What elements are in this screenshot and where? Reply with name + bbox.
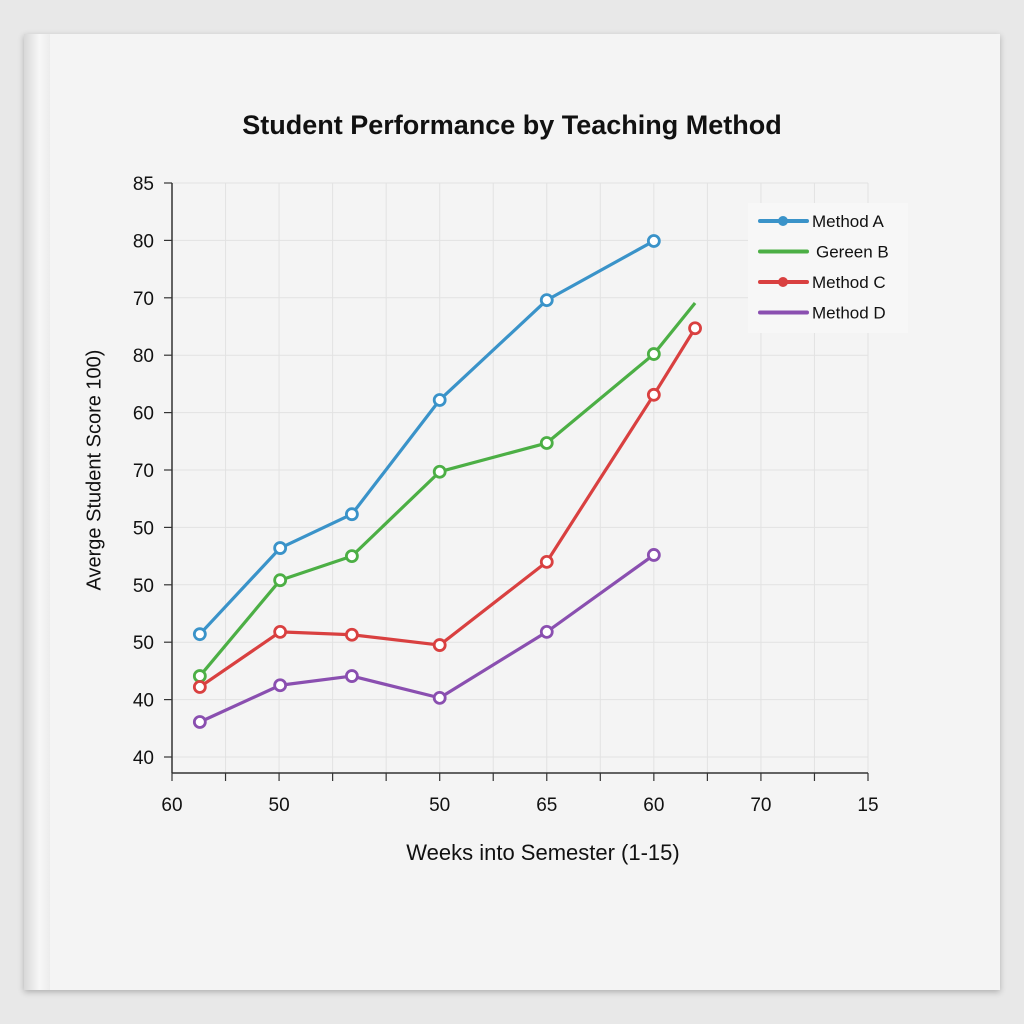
legend-label: Gereen B	[816, 243, 889, 262]
data-point	[432, 393, 447, 407]
data-point	[432, 690, 447, 705]
y-tick-label: 80	[133, 346, 154, 367]
y-tick-label: 80	[133, 231, 154, 252]
data-point	[539, 554, 554, 569]
data-point	[432, 464, 447, 479]
data-point	[646, 548, 661, 562]
legend: Method A Gereen B Method C Method D	[748, 203, 908, 333]
y-tick-label: 85	[133, 174, 154, 195]
legend-label: Method D	[812, 304, 886, 323]
data-point	[273, 624, 288, 639]
data-point	[344, 669, 359, 683]
y-tick-label: 70	[133, 461, 154, 482]
y-tick-label: 70	[133, 289, 154, 310]
y-tick-label: 40	[133, 691, 154, 712]
data-point	[646, 387, 661, 402]
y-tick-label: 50	[133, 518, 154, 539]
x-tick-label: 50	[429, 795, 450, 816]
data-point	[646, 234, 661, 248]
data-point	[344, 549, 359, 563]
data-point	[344, 507, 359, 522]
data-point	[539, 624, 554, 639]
data-point	[273, 541, 288, 555]
data-point	[192, 627, 207, 642]
data-point	[539, 293, 554, 307]
data-point	[273, 573, 288, 588]
legend-marker	[778, 216, 788, 226]
data-point	[688, 321, 702, 336]
x-tick-label: 60	[643, 795, 664, 816]
legend-marker	[778, 277, 788, 287]
data-point	[192, 669, 207, 683]
chart-title: Student Performance by Teaching Method	[242, 110, 782, 140]
data-point	[273, 678, 288, 693]
legend-label: Method A	[812, 212, 884, 231]
series-method-d	[192, 548, 661, 729]
y-tick-label: 50	[133, 633, 154, 654]
binding-spine	[24, 34, 50, 990]
data-point	[192, 715, 207, 729]
y-tick-label: 50	[133, 576, 154, 597]
data-point	[646, 347, 661, 361]
series-gereen-b	[192, 301, 697, 683]
y-tick-label: 40	[133, 748, 154, 769]
series-line	[199, 553, 655, 724]
data-point	[539, 436, 554, 450]
x-tick-label: 15	[857, 795, 878, 816]
y-tick-label: 60	[133, 404, 154, 425]
x-tick-label: 60	[161, 795, 182, 816]
legend-label: Method C	[812, 273, 886, 292]
data-point	[432, 638, 447, 652]
x-tick-label: 65	[536, 795, 557, 816]
x-tick-label: 70	[750, 795, 771, 816]
series-method-c	[192, 321, 702, 694]
data-point	[192, 680, 207, 694]
x-axis-label: Weeks into Semester (1-15)	[406, 840, 680, 865]
series-line	[198, 301, 697, 678]
series-line	[198, 239, 655, 636]
series-method-a	[192, 234, 661, 642]
x-tick-label: 50	[269, 795, 290, 816]
data-point	[344, 627, 359, 642]
paper-sheet	[24, 34, 1000, 990]
